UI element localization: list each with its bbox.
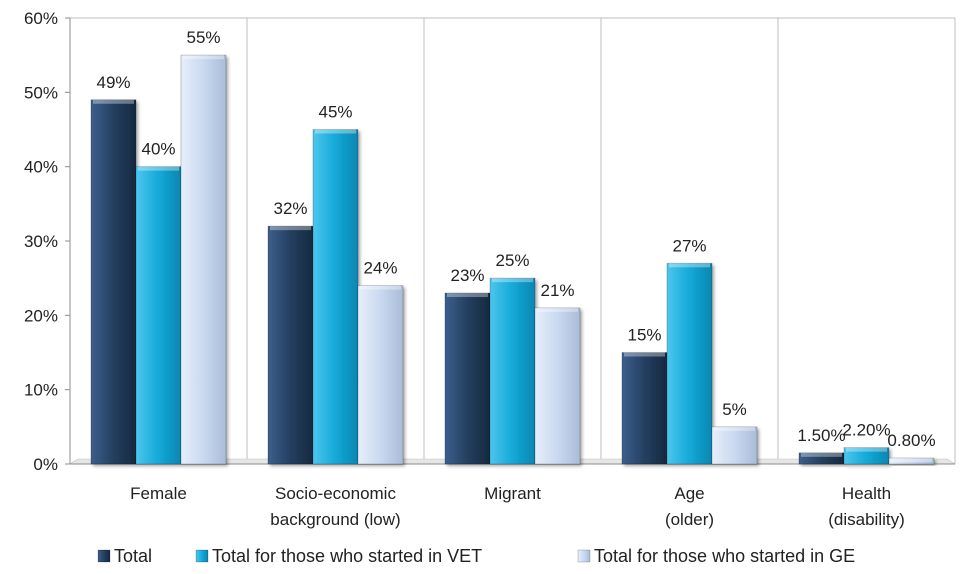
- data-label: 21%: [540, 281, 574, 300]
- legend-label: Total: [114, 546, 152, 566]
- data-label: 32%: [273, 199, 307, 218]
- legend-swatch: [97, 549, 111, 563]
- plot-area: 0% 10% 20% 30% 40% 50% 60% 49% 40% 55% Female 32% 45…: [24, 9, 957, 529]
- bar: [888, 457, 935, 465]
- data-label: 2.20%: [842, 421, 890, 440]
- y-tick-label: 60%: [24, 9, 58, 28]
- bar-bevel: [801, 452, 842, 457]
- bar: [489, 277, 536, 465]
- x-category-label: Age: [674, 484, 704, 503]
- bar-bevel: [315, 129, 356, 134]
- bar-bevel: [360, 285, 401, 290]
- bar-bevel: [891, 458, 932, 463]
- data-label: 40%: [141, 140, 175, 159]
- data-label: 45%: [318, 103, 352, 122]
- bar-bevel: [492, 278, 533, 283]
- data-label: 24%: [363, 259, 397, 278]
- bar: [312, 129, 359, 465]
- bar: [534, 307, 581, 465]
- data-label: 15%: [627, 326, 661, 345]
- data-label: 1.50%: [797, 426, 845, 445]
- bar-bevel: [93, 99, 134, 104]
- legend-swatch: [577, 549, 591, 563]
- bar-bevel: [447, 293, 488, 298]
- bar: [135, 166, 182, 465]
- data-label: 55%: [186, 28, 220, 47]
- legend-swatch: [195, 549, 209, 563]
- y-tick-label: 10%: [24, 381, 58, 400]
- bar: [843, 447, 890, 465]
- x-category-label: background (low): [270, 510, 400, 529]
- bar-bevel: [714, 426, 755, 431]
- bar-bevel: [270, 226, 311, 231]
- bar-bevel: [624, 352, 665, 357]
- legend: Total Total for those who started in VET T…: [97, 546, 855, 566]
- bar: [180, 54, 227, 465]
- bar: [621, 352, 668, 465]
- bar-bevel: [669, 263, 710, 268]
- bar: [267, 225, 314, 465]
- y-tick-label: 40%: [24, 158, 58, 177]
- y-tick-label: 50%: [24, 83, 58, 102]
- bar: [357, 285, 404, 465]
- data-label: 5%: [722, 400, 747, 419]
- bar: [666, 262, 713, 465]
- y-tick-label: 0%: [33, 455, 58, 474]
- bar: [90, 99, 137, 465]
- data-label: 23%: [450, 266, 484, 285]
- bar-bevel: [138, 166, 179, 171]
- x-category-label: (older): [665, 510, 714, 529]
- bar-bevel: [846, 447, 887, 452]
- data-label: 25%: [495, 251, 529, 270]
- bar: [711, 426, 758, 465]
- bar-bevel: [537, 307, 578, 312]
- bar-bevel: [183, 55, 224, 60]
- legend-label: Total for those who started in VET: [212, 546, 482, 566]
- data-label: 27%: [672, 236, 706, 255]
- x-category-label: Socio-economic: [275, 484, 396, 503]
- bar: [444, 292, 491, 465]
- x-category-label: Female: [130, 484, 187, 503]
- y-tick-label: 30%: [24, 232, 58, 251]
- data-label: 0.80%: [887, 431, 935, 450]
- x-category-label: Migrant: [484, 484, 541, 503]
- y-tick-label: 20%: [24, 306, 58, 325]
- x-category-label: Health: [842, 484, 891, 503]
- legend-label: Total for those who started in GE: [594, 546, 855, 566]
- data-label: 49%: [96, 73, 130, 92]
- x-category-label: (disability): [828, 510, 905, 529]
